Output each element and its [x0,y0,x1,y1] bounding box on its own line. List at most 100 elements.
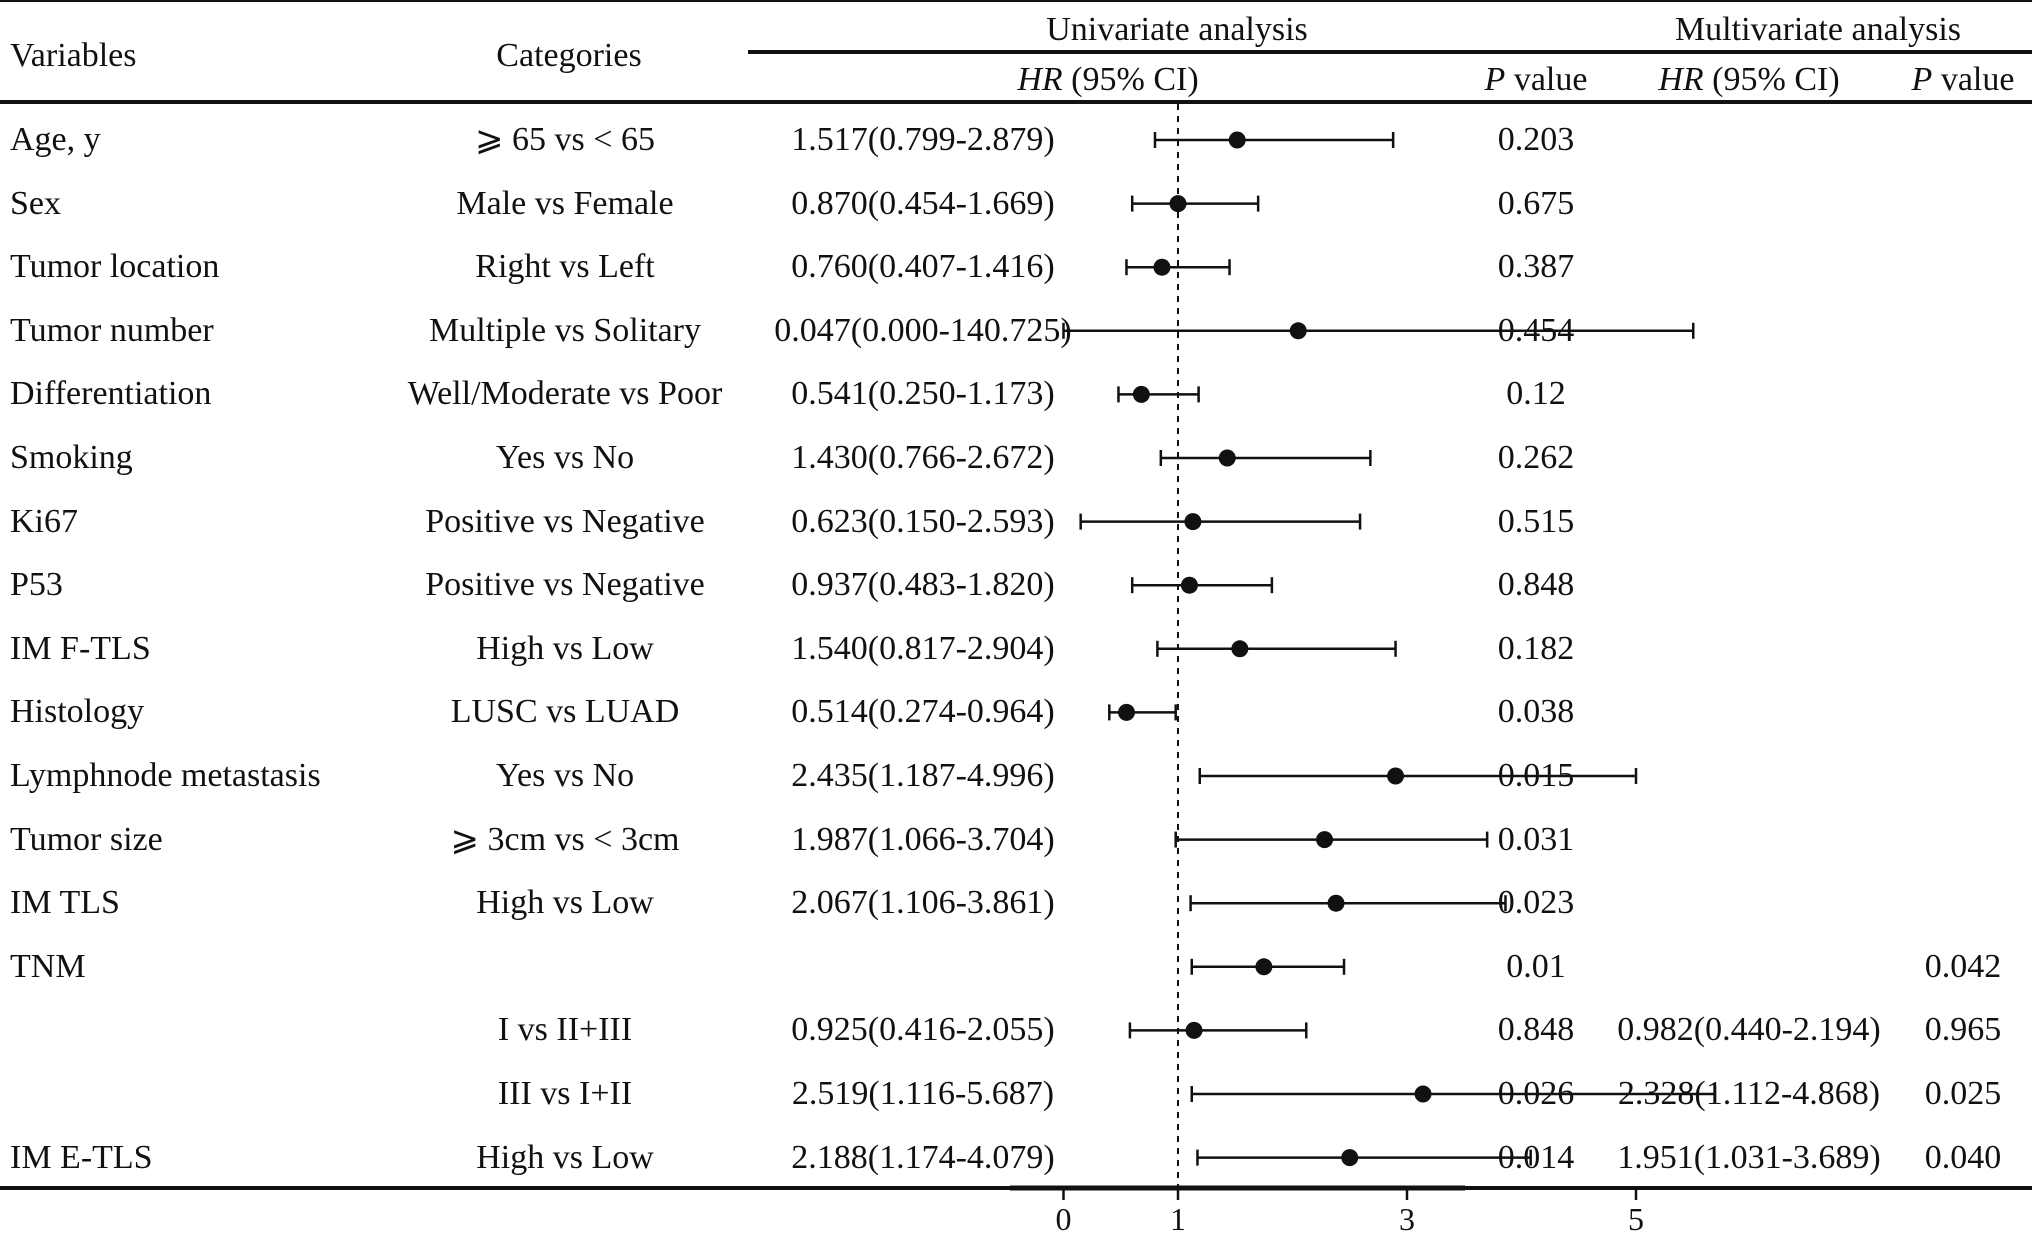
category-label: ⩾ 65 vs < 65 [475,121,655,158]
category-label: Yes vs No [495,439,635,476]
variable-name: Tumor location [10,248,220,286]
header-univariate: Univariate analysis [1046,11,1308,48]
univariate-hr-ci: 2.435(1.187-4.996) [791,757,1055,794]
multivariate-hr-ci: 1.951(1.031-3.689) [1617,1138,1881,1176]
multivariate-p-value: 0.042 [1924,947,2002,985]
variable-name: IM TLS [10,884,120,922]
variable-name: Age, y [10,121,101,158]
univariate-p-value: 0.675 [1497,184,1575,222]
variable-name: P53 [10,566,63,604]
univariate-hr-ci: 0.514(0.274-0.964) [791,693,1055,731]
univariate-hr-ci: 1.430(0.766-2.672) [791,439,1055,476]
univariate-hr-ci: 2.067(1.106-3.861) [791,884,1055,922]
univariate-p-value: 0.038 [1497,693,1575,731]
univariate-hr-ci: 2.188(1.174-4.079) [791,1138,1055,1176]
multivariate-p-value: 0.040 [1924,1138,2002,1176]
multivariate-hr-ci: 0.982(0.440-2.194) [1617,1011,1881,1049]
variable-name: Tumor size [10,820,163,858]
univariate-p-value: 0.387 [1497,248,1575,286]
value-label: value [1940,61,2015,98]
univariate-p-value: 0.848 [1497,1011,1575,1049]
univariate-p-value: 0.848 [1497,566,1575,604]
analysis-group-rule [748,50,2032,54]
x-tick-label: 3 [1399,1201,1415,1237]
univariate-hr-ci: 1.987(1.066-3.704) [791,820,1055,858]
hr-point [1387,767,1405,785]
header-multivariate: Multivariate analysis [1674,11,1962,48]
hr-point [1341,1149,1359,1167]
univariate-p-value: 0.12 [1506,375,1566,413]
category-label: ⩾ 3cm vs < 3cm [450,820,680,858]
hr-point [1255,958,1273,976]
category-label: LUSC vs LUAD [450,693,680,731]
category-label: Multiple vs Solitary [429,311,701,349]
variable-name: Lymphnode metastasis [10,757,321,794]
variable-name: Ki67 [10,502,78,540]
hr-label: HR [1017,61,1063,98]
variable-name: Histology [10,693,145,731]
hr-point [1289,322,1307,340]
hr-point [1180,576,1198,594]
header-multi-p: P value [1912,60,2015,100]
univariate-p-value: 0.262 [1497,439,1575,476]
category-label: Positive vs Negative [425,502,705,540]
category-label: High vs Low [476,884,654,922]
variable-name: Smoking [10,439,133,476]
hr-point [1117,703,1135,721]
category-label: High vs Low [476,1138,654,1176]
multivariate-p-value: 0.965 [1924,1011,2002,1049]
category-label: III vs I+II [497,1075,633,1112]
multivariate-p-value: 0.025 [1924,1075,2002,1112]
x-tick-label: 0 [1056,1201,1072,1237]
variable-name: IM E-TLS [10,1138,153,1176]
p-label: P [1911,61,1933,98]
univariate-p-value: 0.031 [1497,820,1575,858]
header-categories: Categories [496,37,642,74]
x-tick-label: 1 [1170,1201,1186,1237]
hr-point [1414,1085,1432,1103]
univariate-p-value: 0.01 [1506,947,1566,985]
value-label: value [1513,61,1588,98]
header-multi-hr: HR (95% CI) [1658,60,1839,100]
hr-point [1153,258,1171,276]
category-label: Right vs Left [475,248,655,286]
hr-point [1316,831,1334,849]
p-label: P [1484,61,1506,98]
ci-label: (95% CI) [1071,61,1199,98]
variable-name: Sex [10,184,61,222]
variable-name: TNM [10,947,86,985]
hr-point [1132,385,1150,403]
hr-point [1327,894,1345,912]
top-rule [0,0,2032,2]
univariate-hr-ci: 0.925(0.416-2.055) [791,1011,1055,1049]
univariate-p-value: 0.023 [1497,884,1575,922]
category-label: Male vs Female [456,184,674,222]
univariate-hr-ci: 1.540(0.817-2.904) [791,629,1055,667]
variable-name: IM F-TLS [10,629,151,667]
header-variables: Variables [10,37,137,74]
univariate-p-value: 0.203 [1497,121,1575,158]
header-bottom-rule [0,100,2032,104]
univariate-p-value: 0.515 [1497,502,1575,540]
univariate-hr-ci: 0.760(0.407-1.416) [791,248,1055,286]
variable-name: Tumor number [10,311,214,349]
hr-point [1228,131,1246,149]
ci-label: (95% CI) [1712,61,1840,98]
category-label: I vs II+III [497,1011,633,1049]
category-label: Yes vs No [495,757,635,794]
category-label: Positive vs Negative [425,566,705,604]
variable-name: Differentiation [10,375,212,413]
hr-point [1231,640,1249,658]
category-label: High vs Low [476,629,654,667]
univariate-hr-ci: 0.541(0.250-1.173) [791,375,1055,413]
category-label: Well/Moderate vs Poor [407,375,723,413]
univariate-hr-ci: 0.623(0.150-2.593) [791,502,1055,540]
hr-point [1184,513,1202,531]
univariate-hr-ci: 0.047(0.000-140.725) [774,311,1072,349]
univariate-hr-ci: 1.517(0.799-2.879) [791,121,1055,158]
hr-label: HR [1658,61,1704,98]
univariate-hr-ci: 0.937(0.483-1.820) [791,566,1055,604]
hr-point [1185,1021,1203,1039]
